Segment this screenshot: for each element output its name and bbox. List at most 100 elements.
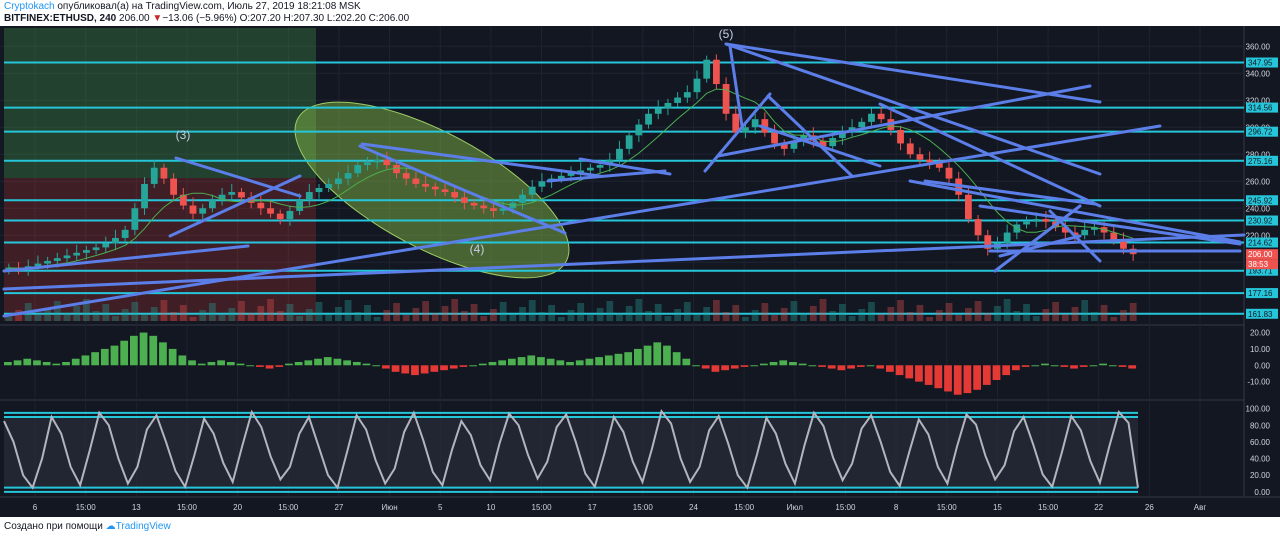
trend-line[interactable] <box>2 244 250 273</box>
candle <box>519 194 526 203</box>
trend-line[interactable] <box>758 124 882 168</box>
candle <box>1120 240 1127 249</box>
volume-bar <box>393 303 400 321</box>
candle <box>228 192 236 195</box>
footer-brand[interactable]: TradingView <box>115 521 171 532</box>
candle <box>557 175 565 179</box>
volume-bar <box>926 317 934 321</box>
histogram-bar <box>740 365 749 367</box>
histogram-bar <box>469 365 477 367</box>
volume-bar <box>538 312 546 321</box>
oscillator-tick-label: 20.00 <box>1250 471 1271 480</box>
trend-line[interactable] <box>923 179 1097 206</box>
candle <box>141 183 148 209</box>
histogram-bar <box>924 365 933 385</box>
candle <box>916 154 924 160</box>
volume-bar <box>296 316 304 321</box>
volume-bar <box>964 308 972 321</box>
candle <box>751 119 759 128</box>
volume-bar <box>247 313 255 321</box>
trend-line[interactable] <box>168 174 302 238</box>
trend-line[interactable] <box>1048 209 1102 263</box>
volume-bar <box>15 310 22 321</box>
chart-canvas[interactable]: 360.00340.00320.00300.00280.00260.00240.… <box>0 26 1280 517</box>
volume-bar <box>625 306 633 321</box>
histogram-bar <box>304 360 313 366</box>
histogram-bar <box>81 355 90 366</box>
trend-line[interactable] <box>546 169 667 183</box>
histogram-bar <box>818 365 826 367</box>
oscillator-tick-label: 100.00 <box>1246 405 1271 414</box>
volume-bar <box>742 317 749 321</box>
time-tick-label: 15:00 <box>278 503 299 512</box>
time-tick-label: 20 <box>233 503 242 512</box>
histogram-bar <box>517 357 526 366</box>
candle <box>984 235 992 249</box>
author-link[interactable]: Cryptokach <box>4 1 55 12</box>
trend-line[interactable] <box>2 233 1246 291</box>
trend-line[interactable] <box>716 84 1092 158</box>
histogram-bar <box>391 365 400 372</box>
histogram-bar <box>478 363 487 366</box>
trend-line[interactable] <box>578 157 672 176</box>
trend-line[interactable] <box>358 144 567 235</box>
chart-footer: Создано при помощи ☁TradingView <box>0 517 1280 537</box>
trend-line[interactable] <box>2 124 1162 318</box>
volume-bar <box>887 307 895 321</box>
level-price-tag <box>1246 288 1278 299</box>
volume-bar <box>1013 311 1021 321</box>
ohlc-values: O:207.20 H:207.30 L:202.20 C:206.00 <box>239 13 410 24</box>
trend-line[interactable] <box>174 156 302 198</box>
candle <box>402 173 410 179</box>
histogram-bar <box>236 363 245 366</box>
price-tick-label: 220.00 <box>1246 231 1271 240</box>
trend-line[interactable] <box>724 42 1102 104</box>
histogram-bar <box>71 358 80 366</box>
momentum-tick-label: 20.00 <box>1250 329 1271 338</box>
volume-bar <box>305 309 313 321</box>
trend-line[interactable] <box>766 94 854 178</box>
candle <box>877 113 885 120</box>
histogram-bar <box>585 358 594 366</box>
trend-line[interactable] <box>993 204 1082 273</box>
oscillator-tick-label: 80.00 <box>1250 421 1271 430</box>
level-price-tag-label: 275.16 <box>1248 157 1273 166</box>
volume-bar <box>955 315 963 321</box>
histogram-bar <box>546 358 555 366</box>
volume-bar <box>257 306 265 321</box>
histogram-bar <box>265 365 274 369</box>
volume-bar <box>664 316 672 321</box>
wave-label: (5) <box>719 27 734 41</box>
histogram-bar <box>1002 365 1011 376</box>
histogram-bar <box>750 365 759 367</box>
volume-bar <box>732 305 740 321</box>
volume-bar <box>189 317 197 321</box>
time-tick-label: 17 <box>588 503 597 512</box>
volume-bar <box>1032 316 1040 321</box>
trend-line[interactable] <box>724 42 1102 176</box>
candle <box>238 192 245 198</box>
volume-bar <box>499 302 507 321</box>
level-price-tag <box>1246 195 1278 206</box>
trend-line[interactable] <box>703 92 772 173</box>
histogram-bar <box>449 365 458 369</box>
histogram-bar <box>149 335 158 366</box>
trend-line[interactable] <box>360 142 602 178</box>
candle <box>838 132 846 139</box>
candle <box>170 178 178 195</box>
histogram-bar <box>944 365 952 392</box>
volume-bar <box>838 304 846 321</box>
trend-line[interactable] <box>998 234 1082 258</box>
trend-line[interactable] <box>878 102 1102 208</box>
volume-bar <box>412 308 420 321</box>
trend-line[interactable] <box>978 204 1242 246</box>
time-tick-label: 15:00 <box>532 503 553 512</box>
candle <box>208 200 216 209</box>
shade-zone-green <box>4 28 316 178</box>
histogram-bar <box>992 365 1001 380</box>
candle <box>926 159 934 163</box>
trend-line[interactable] <box>728 44 744 128</box>
volume-bar <box>34 315 42 321</box>
histogram-bar <box>1099 363 1107 366</box>
candle <box>1110 232 1118 241</box>
